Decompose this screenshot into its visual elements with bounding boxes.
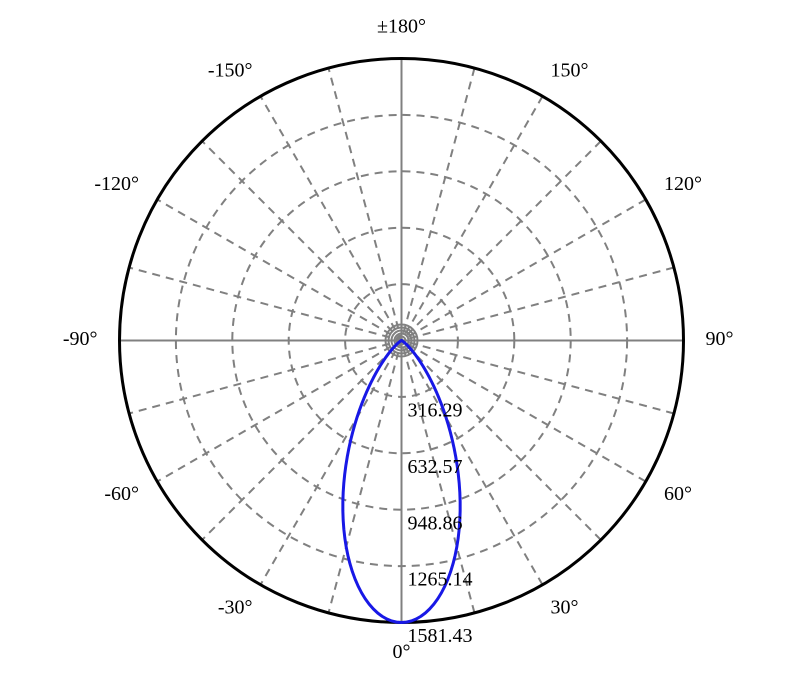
radial-label: 316.29	[408, 399, 463, 421]
angle-label: ±180°	[377, 16, 426, 38]
radial-label: 632.57	[408, 456, 463, 478]
angle-label: -60°	[104, 483, 139, 505]
angle-label: 90°	[706, 328, 734, 350]
radial-label: 948.86	[408, 512, 463, 534]
polar-chart: 0°30°60°90°120°150°±180°-150°-120°-90°-6…	[0, 0, 803, 681]
angle-label: 120°	[664, 173, 702, 195]
angle-label: 150°	[551, 60, 589, 82]
radial-label: 1265.14	[408, 569, 473, 591]
angle-label: -120°	[94, 173, 139, 195]
radial-label: 1581.43	[408, 625, 473, 647]
angle-label: -90°	[63, 328, 98, 350]
angle-label: 60°	[664, 483, 692, 505]
angle-label: -30°	[218, 597, 253, 619]
angle-label: 30°	[551, 597, 579, 619]
angle-label: -150°	[208, 60, 253, 82]
